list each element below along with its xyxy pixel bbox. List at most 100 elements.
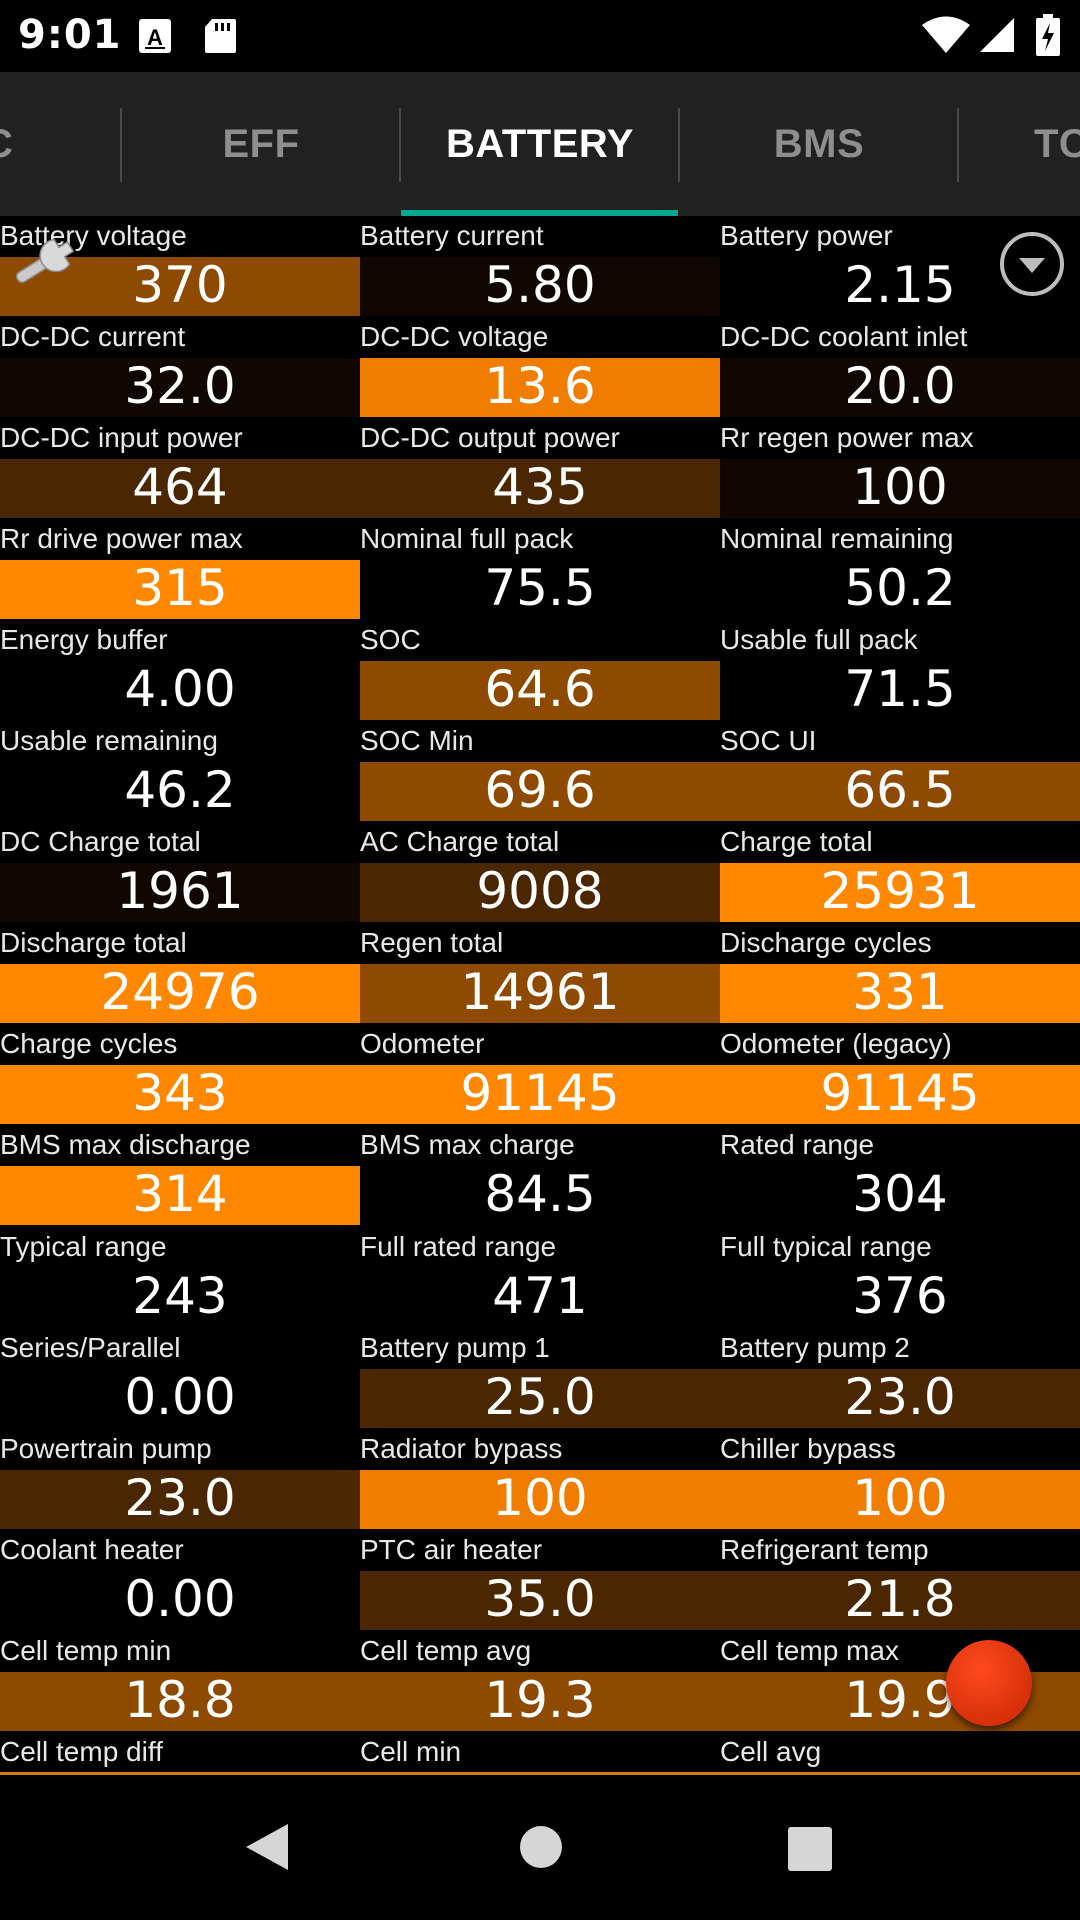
gauge-cell[interactable]: Odometer 91145 [360, 1024, 720, 1125]
wrench-icon[interactable] [4, 224, 92, 301]
gauge-cell[interactable]: SOC Min 69.6 [360, 721, 720, 822]
gauge-cell[interactable]: Nominal full pack 75.5 [360, 519, 720, 620]
gauge-label: Regen total [360, 927, 504, 958]
gauge-value: 2.15 [844, 256, 956, 314]
gauge-cell[interactable]: Battery pump 2 23.0 [720, 1328, 1080, 1429]
gauge-label: Battery power [720, 220, 893, 251]
gauge-label: Battery voltage [0, 220, 187, 251]
gauge-bar [0, 863, 360, 922]
gauge-label: DC-DC input power [0, 422, 243, 453]
gauge-cell[interactable]: DC-DC voltage 13.6 [360, 317, 720, 418]
gauge-cell[interactable]: Series/Parallel 0.00 [0, 1328, 360, 1429]
gauge-value: 23.0 [844, 1368, 956, 1426]
gauge-label: Battery pump 1 [360, 1332, 550, 1363]
gauge-cell[interactable]: DC-DC current 32.0 [0, 317, 360, 418]
gauge-bar [0, 1672, 360, 1731]
gauge-bar [720, 459, 1080, 518]
gauge-cell[interactable]: Coolant heater 0.00 [0, 1530, 360, 1631]
tab-tc[interactable]: TC [1034, 121, 1080, 166]
gauge-grid: Battery voltage 370 Battery current 5.80 Bat… [0, 216, 1080, 1774]
gauge-cell[interactable]: AC Charge total 9008 [360, 822, 720, 923]
tab-eff[interactable]: EFF [222, 121, 300, 166]
a-notification-icon: A [138, 18, 172, 59]
status-time: 9:01 [18, 12, 122, 58]
back-icon[interactable] [244, 1822, 290, 1877]
tab-ac[interactable]: AC [0, 72, 123, 216]
gauge-cell[interactable]: SOC 64.6 [360, 620, 720, 721]
gauge-cell[interactable]: Cell temp diff [0, 1732, 360, 1774]
gauge-cell[interactable]: Rated range 304 [720, 1125, 1080, 1226]
gauge-cell[interactable]: Full typical range 376 [720, 1227, 1080, 1328]
gauge-value: 9008 [476, 862, 604, 920]
gauge-label: Rr regen power max [720, 422, 974, 453]
gauge-cell[interactable]: Cell temp min 18.8 [0, 1631, 360, 1732]
gauge-cell[interactable]: DC-DC output power 435 [360, 418, 720, 519]
gauge-bar [360, 1065, 720, 1124]
gauge-cell[interactable]: Nominal remaining 50.2 [720, 519, 1080, 620]
gauge-label: Rr drive power max [0, 523, 243, 554]
gauge-bar [720, 1470, 1080, 1529]
gauge-value: 14961 [460, 963, 620, 1021]
gauge-value: 0.00 [124, 1570, 236, 1628]
tab-divider [399, 108, 401, 182]
gauge-cell[interactable]: Cell temp avg 19.3 [360, 1631, 720, 1732]
gauge-value: 243 [132, 1267, 228, 1325]
gauge-cell[interactable]: Cell min [360, 1732, 720, 1774]
gauge-value: 471 [492, 1267, 588, 1325]
gauge-cell[interactable]: Odometer (legacy) 91145 [720, 1024, 1080, 1125]
gauge-cell[interactable]: Battery power 2.15 [720, 216, 1080, 317]
gauge-cell[interactable]: Charge total 25931 [720, 822, 1080, 923]
recents-icon[interactable] [787, 1826, 833, 1877]
gauge-cell[interactable]: Typical range 243 [0, 1227, 360, 1328]
gauge-value: 21.8 [844, 1570, 956, 1628]
gauge-value: 315 [132, 559, 228, 617]
gauge-value: 35.0 [484, 1570, 596, 1628]
gauge-cell[interactable]: Usable full pack 71.5 [720, 620, 1080, 721]
gauge-value: 304 [852, 1165, 948, 1223]
gauge-cell[interactable]: DC Charge total 1961 [0, 822, 360, 923]
gauge-cell[interactable]: Energy buffer 4.00 [0, 620, 360, 721]
gauge-cell[interactable]: DC-DC input power 464 [0, 418, 360, 519]
gauge-cell[interactable]: Cell avg [720, 1732, 1080, 1774]
tab-bms[interactable]: BMS [773, 121, 865, 166]
gauge-cell[interactable]: Chiller bypass 100 [720, 1429, 1080, 1530]
gauge-cell[interactable]: Full rated range 471 [360, 1227, 720, 1328]
gauge-cell[interactable]: Regen total 14961 [360, 923, 720, 1024]
gauge-cell[interactable]: DC-DC coolant inlet 20.0 [720, 317, 1080, 418]
gauge-cell[interactable]: Discharge total 24976 [0, 923, 360, 1024]
gauge-label: Full rated range [360, 1231, 557, 1262]
gauge-label: Nominal full pack [360, 523, 574, 554]
gauge-cell[interactable]: Radiator bypass 100 [360, 1429, 720, 1530]
gauge-label: DC-DC coolant inlet [720, 321, 968, 352]
gauge-bar [0, 1065, 360, 1124]
gauge-value: 91145 [460, 1064, 620, 1122]
gauge-cell[interactable]: Battery current 5.80 [360, 216, 720, 317]
record-fab[interactable] [946, 1640, 1032, 1726]
gauge-value: 1961 [116, 862, 244, 920]
gauge-cell[interactable]: Rr drive power max 315 [0, 519, 360, 620]
gauge-cell[interactable]: Powertrain pump 23.0 [0, 1429, 360, 1530]
gauge-value: 100 [492, 1469, 588, 1527]
gauge-value: 13.6 [484, 357, 596, 415]
tab-bar: AC EFF BATTERY BMS TC [0, 72, 1080, 216]
gauge-bar [360, 863, 720, 922]
gauge-cell[interactable]: Rr regen power max 100 [720, 418, 1080, 519]
gauge-cell[interactable]: Charge cycles 343 [0, 1024, 360, 1125]
gauge-label: Battery current [360, 220, 544, 251]
gauge-label: Usable remaining [0, 725, 218, 756]
chevron-down-circle-icon[interactable] [998, 230, 1066, 303]
gauge-cell[interactable]: Discharge cycles 331 [720, 923, 1080, 1024]
gauge-cell[interactable]: SOC UI 66.5 [720, 721, 1080, 822]
gauge-label: Refrigerant temp [720, 1534, 929, 1565]
gauge-cell[interactable]: BMS max charge 84.5 [360, 1125, 720, 1226]
gauge-cell[interactable]: PTC air heater 35.0 [360, 1530, 720, 1631]
gauge-cell[interactable]: BMS max discharge 314 [0, 1125, 360, 1226]
home-icon[interactable] [519, 1825, 563, 1874]
status-bar: 9:01 A [0, 0, 1080, 72]
gauge-cell[interactable]: Battery pump 1 25.0 [360, 1328, 720, 1429]
gauge-cell[interactable]: Usable remaining 46.2 [0, 721, 360, 822]
gauge-value: 331 [852, 963, 948, 1021]
gauge-cell[interactable]: Refrigerant temp 21.8 [720, 1530, 1080, 1631]
tab-battery[interactable]: BATTERY [446, 121, 634, 166]
gauge-label: Cell avg [720, 1736, 822, 1767]
